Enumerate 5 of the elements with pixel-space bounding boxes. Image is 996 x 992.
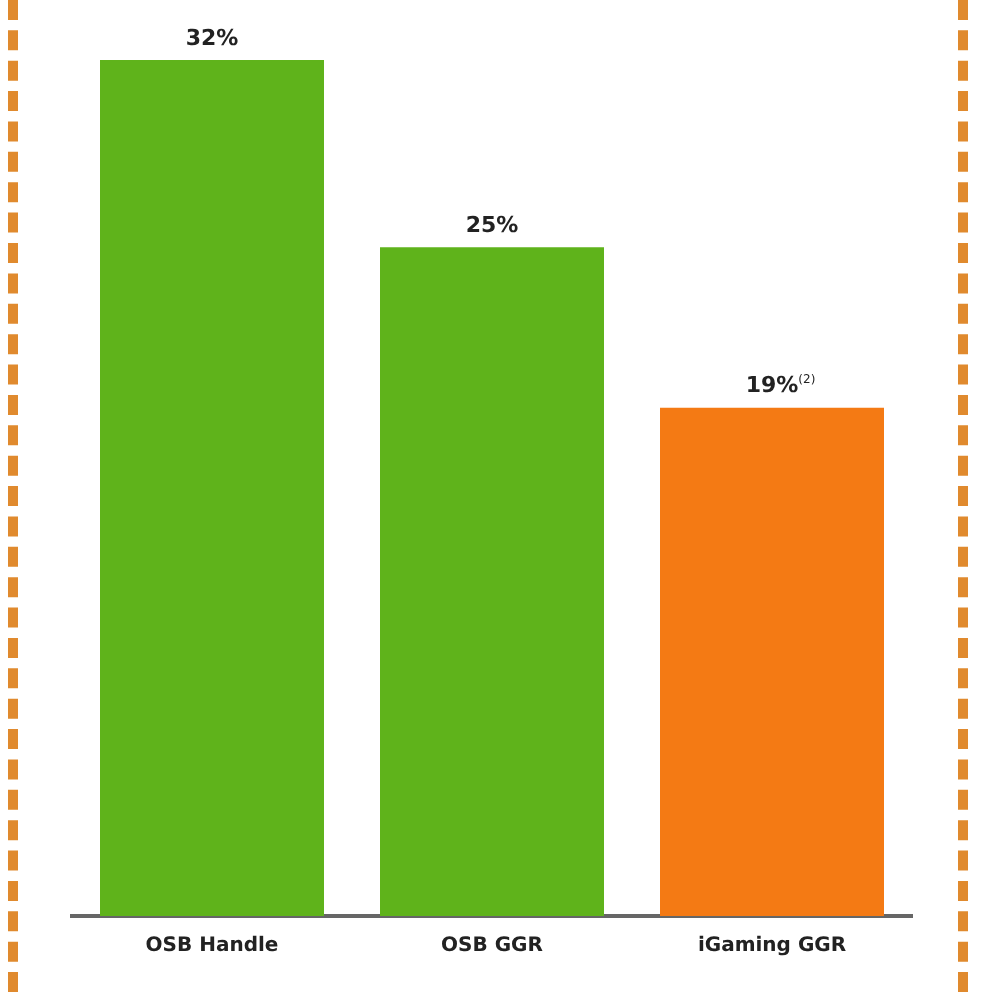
data-label: 25% — [465, 211, 519, 238]
x-tick-label: OSB GGR — [441, 935, 544, 958]
x-tick-label: iGaming GGR — [697, 935, 847, 958]
x-tick-label: OSB Handle — [145, 935, 279, 958]
data-label: 32% — [185, 24, 239, 51]
